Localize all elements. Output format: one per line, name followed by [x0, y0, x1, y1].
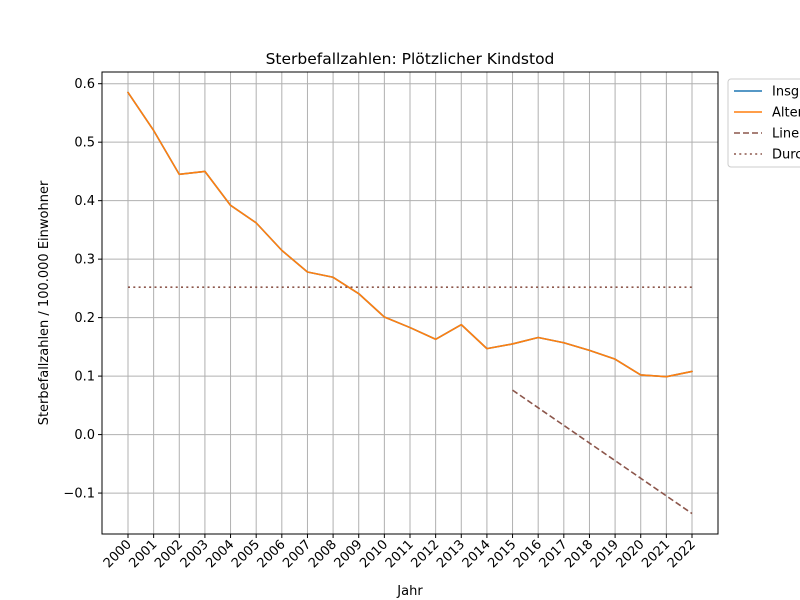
chart-title: Sterbefallzahlen: Plötzlicher Kindstod	[266, 50, 555, 68]
x-tick-label: 2010	[357, 537, 391, 571]
x-tick-label: 2007	[280, 537, 314, 571]
y-tick-label: −0.1	[63, 487, 95, 502]
y-tick-label: 0.1	[74, 370, 95, 385]
y-axis-label: Sterbefallzahlen / 100.000 Einwohner	[37, 180, 52, 425]
x-tick-label: 2005	[229, 537, 263, 571]
x-axis: 2000200120022003200420052006200720082009…	[101, 534, 699, 571]
y-tick-label: 0.5	[74, 136, 95, 151]
x-axis-label: Jahr	[396, 584, 423, 599]
x-tick-label: 2004	[203, 537, 237, 571]
legend-label: Insg	[772, 85, 799, 100]
series-lines	[127, 91, 693, 515]
x-tick-label: 2006	[255, 537, 289, 571]
x-tick-label: 2015	[485, 537, 519, 571]
x-tick-label: 2009	[332, 537, 366, 571]
y-tick-label: 0.2	[74, 311, 95, 326]
x-tick-label: 2008	[306, 537, 340, 571]
x-tick-label: 2019	[588, 537, 622, 571]
legend: Insg Alter Line Durc	[727, 78, 800, 168]
legend-box	[727, 78, 800, 168]
x-tick-label: 2021	[639, 537, 673, 571]
x-tick-label: 2003	[178, 537, 212, 571]
legend-label: Alter	[772, 106, 800, 121]
x-tick-label: 2014	[460, 537, 494, 571]
x-tick-label: 2016	[511, 537, 545, 571]
x-tick-label: 2002	[152, 537, 186, 571]
y-axis: −0.1 0.0 0.1 0.2 0.3 0.4 0.5 0.6	[63, 77, 102, 502]
y-tick-label: 0.3	[74, 253, 95, 268]
legend-label: Durc	[772, 148, 800, 163]
x-tick-label: 2011	[383, 537, 417, 571]
x-tick-label: 2000	[101, 537, 135, 571]
x-tick-label: 2012	[408, 537, 442, 571]
y-tick-label: 0.4	[74, 194, 95, 209]
x-tick-label: 2017	[537, 537, 571, 571]
series-line-2	[512, 389, 693, 515]
x-tick-label: 2001	[126, 537, 160, 571]
legend-label: Line	[772, 127, 799, 142]
x-tick-label: 2018	[562, 537, 596, 571]
x-tick-label: 2020	[614, 537, 648, 571]
x-tick-label: 2022	[665, 537, 699, 571]
grid	[102, 72, 718, 534]
x-tick-label: 2013	[434, 537, 468, 571]
series-line-1	[127, 91, 693, 378]
y-tick-label: 0.0	[74, 428, 95, 443]
y-tick-label: 0.6	[74, 77, 95, 92]
